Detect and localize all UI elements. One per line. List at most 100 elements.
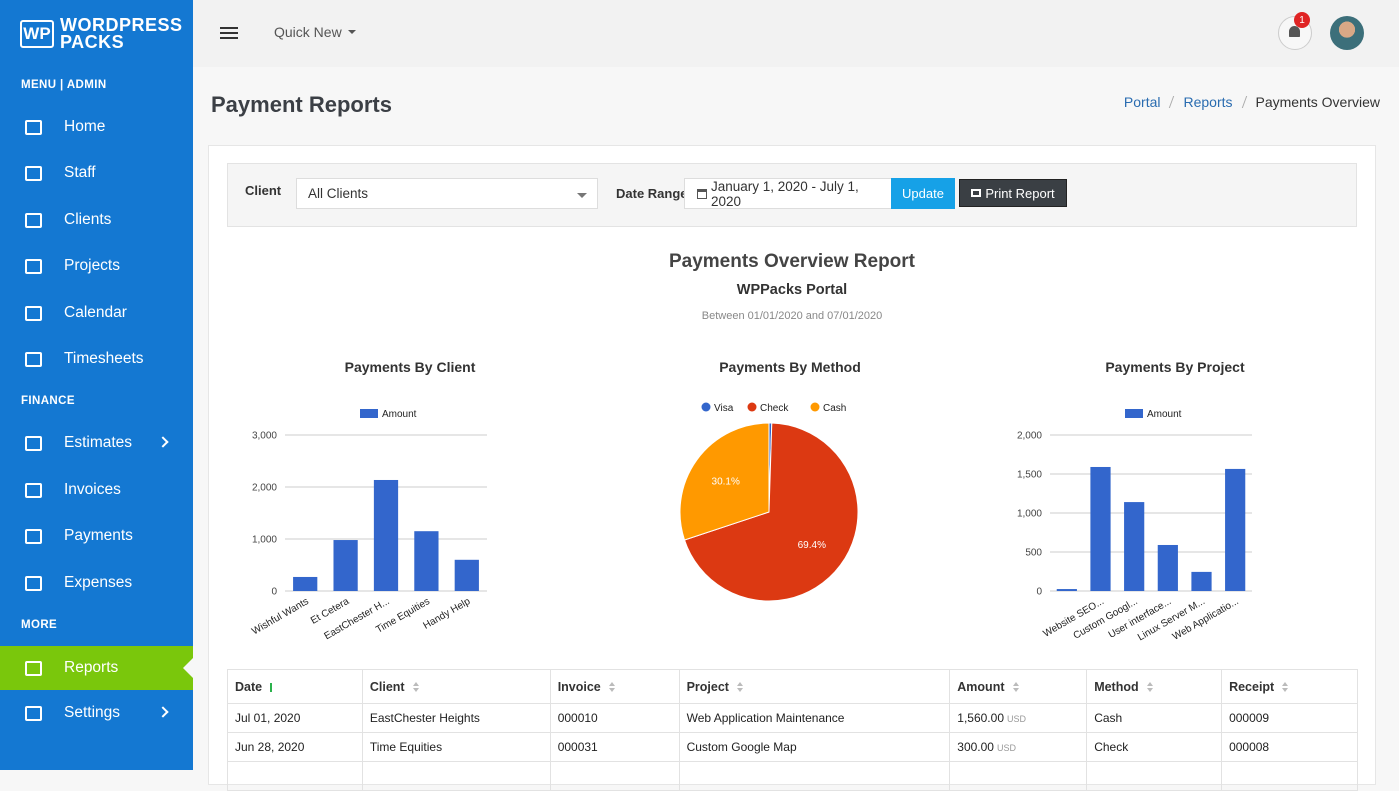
chart: Payments By Project Amount 0 500 1,000 1,500 2… — [1017, 359, 1252, 643]
logo-line: PACKS — [60, 32, 125, 52]
cell-text: Cash — [1094, 711, 1123, 725]
table-cell: 1,560.00 USD — [949, 703, 1088, 733]
page-title: Payment Reports — [211, 92, 392, 117]
nav-item[interactable]: Staff — [0, 151, 193, 195]
quick-new[interactable]: Quick New — [274, 24, 356, 40]
sort-icon — [1282, 681, 1289, 692]
table-body: Jul 01, 2020 EastChester Heights 000010 Web… — [227, 703, 1358, 791]
bar — [1090, 466, 1111, 591]
nav-icon — [25, 165, 42, 181]
sort-icon — [1012, 681, 1019, 692]
column-header[interactable]: Method — [1086, 669, 1223, 704]
legend-label: Amount — [1147, 409, 1182, 420]
nav-label: Calendar — [64, 304, 127, 321]
report-subtitle: WPPacks Portal — [736, 282, 848, 298]
nav-icon — [25, 705, 42, 721]
date-input[interactable]: January 1, 2020 - July 1, 2020 — [684, 178, 892, 209]
bar — [454, 559, 479, 591]
nav-item[interactable]: Payments — [0, 514, 193, 558]
caret — [577, 193, 587, 203]
table-cell: 000010 — [549, 703, 680, 733]
notifications[interactable]: 1 — [1278, 12, 1312, 50]
table-cell — [361, 761, 551, 791]
y-tick-label: 500 — [1025, 548, 1042, 559]
sort-icon — [412, 681, 419, 692]
payments-table: Date Client Invoice Project Amount Method Rece… — [227, 669, 1358, 791]
nav-item[interactable]: Invoices — [0, 468, 193, 512]
cell-text: EastChester Heights — [369, 711, 480, 725]
nav-icon — [25, 660, 42, 676]
y-tick-label: 3,000 — [252, 431, 277, 442]
column-label: Project — [686, 679, 729, 694]
nav-item[interactable]: Projects — [0, 244, 193, 288]
client-select[interactable]: All Clients — [296, 178, 598, 209]
nav-icon — [25, 575, 42, 591]
table-cell: EastChester Heights — [361, 703, 551, 733]
table-row: Jun 28, 2020 Time Equities 000031 Custom Go… — [227, 732, 1358, 762]
table-cell: 000008 — [1221, 732, 1358, 762]
client-value: All Clients — [308, 186, 369, 201]
update-button[interactable]: Update — [891, 178, 955, 209]
nav-item[interactable]: Timesheets — [0, 337, 193, 381]
cell-text: 000010 — [557, 711, 598, 725]
y-tick-label: 0 — [271, 587, 277, 598]
bar — [1157, 544, 1178, 591]
nav-icon — [25, 119, 42, 135]
print-button[interactable]: Print Report — [959, 179, 1067, 207]
y-tick-label: 1,500 — [1017, 470, 1042, 481]
nav-item[interactable]: Home — [0, 105, 193, 149]
column-header[interactable]: Receipt — [1221, 669, 1358, 704]
menu-toggle[interactable] — [220, 27, 238, 29]
section-label: FINANCE — [21, 395, 75, 407]
nav-item[interactable]: Reports — [0, 646, 193, 690]
slice-label: 30.1% — [712, 477, 740, 488]
nav-icon — [25, 212, 42, 228]
printer-icon — [971, 189, 982, 197]
table-cell — [1221, 761, 1358, 791]
cell-text: Web Application Maintenance — [686, 711, 845, 725]
cell-text: 300.00 — [957, 740, 994, 754]
table-cell — [678, 761, 951, 791]
column-header[interactable]: Amount — [949, 669, 1088, 704]
nav-icon — [25, 528, 42, 544]
avatar[interactable] — [1330, 16, 1364, 50]
quick-new-label: Quick New — [274, 24, 342, 40]
table-cell: Cash — [1086, 703, 1223, 733]
chart: Payments By Method Visa Check Cash 69.4% 30.1… — [679, 359, 861, 602]
bar — [373, 479, 399, 591]
nav-label: Home — [64, 118, 106, 135]
section-label: MORE — [21, 619, 58, 631]
nav-item[interactable]: Calendar — [0, 291, 193, 335]
bar — [414, 531, 439, 591]
slice-label: 69.4% — [798, 540, 826, 551]
nav-item[interactable]: Settings — [0, 691, 193, 735]
nav-label: Reports — [64, 659, 119, 676]
legend-label: Cash — [823, 403, 846, 414]
table-row: Jul 01, 2020 EastChester Heights 000010 Web… — [227, 703, 1358, 733]
date-value: January 1, 2020 - July 1, 2020 — [710, 178, 859, 209]
nav-label: Settings — [64, 704, 121, 721]
pie-slice — [679, 422, 770, 541]
cell-text: 000009 — [1229, 711, 1270, 725]
cell-text: 000008 — [1229, 740, 1270, 754]
bar — [333, 540, 358, 591]
breadcrumb-item[interactable]: Portal — [1123, 94, 1161, 110]
cell-text: Time Equities — [369, 740, 443, 754]
nav-icon — [25, 435, 42, 451]
cell-text: 000031 — [557, 740, 598, 754]
nav-item[interactable]: Estimates — [0, 421, 193, 465]
nav-item[interactable]: Clients — [0, 198, 193, 242]
column-header[interactable]: Invoice — [549, 669, 680, 704]
breadcrumb-item[interactable]: Reports — [1183, 94, 1233, 110]
nav-item[interactable]: Expenses — [0, 561, 193, 605]
column-header[interactable]: Client — [361, 669, 551, 704]
y-tick-label: 2,000 — [1017, 431, 1042, 442]
column-header[interactable]: Date — [227, 669, 363, 704]
column-header[interactable]: Project — [678, 669, 951, 704]
legend-swatch — [701, 402, 711, 412]
bar — [1056, 589, 1077, 591]
bar — [1191, 571, 1212, 591]
notification-badge: 1 — [1294, 12, 1310, 28]
separator — [1241, 96, 1247, 108]
nav-label: Invoices — [64, 481, 121, 498]
